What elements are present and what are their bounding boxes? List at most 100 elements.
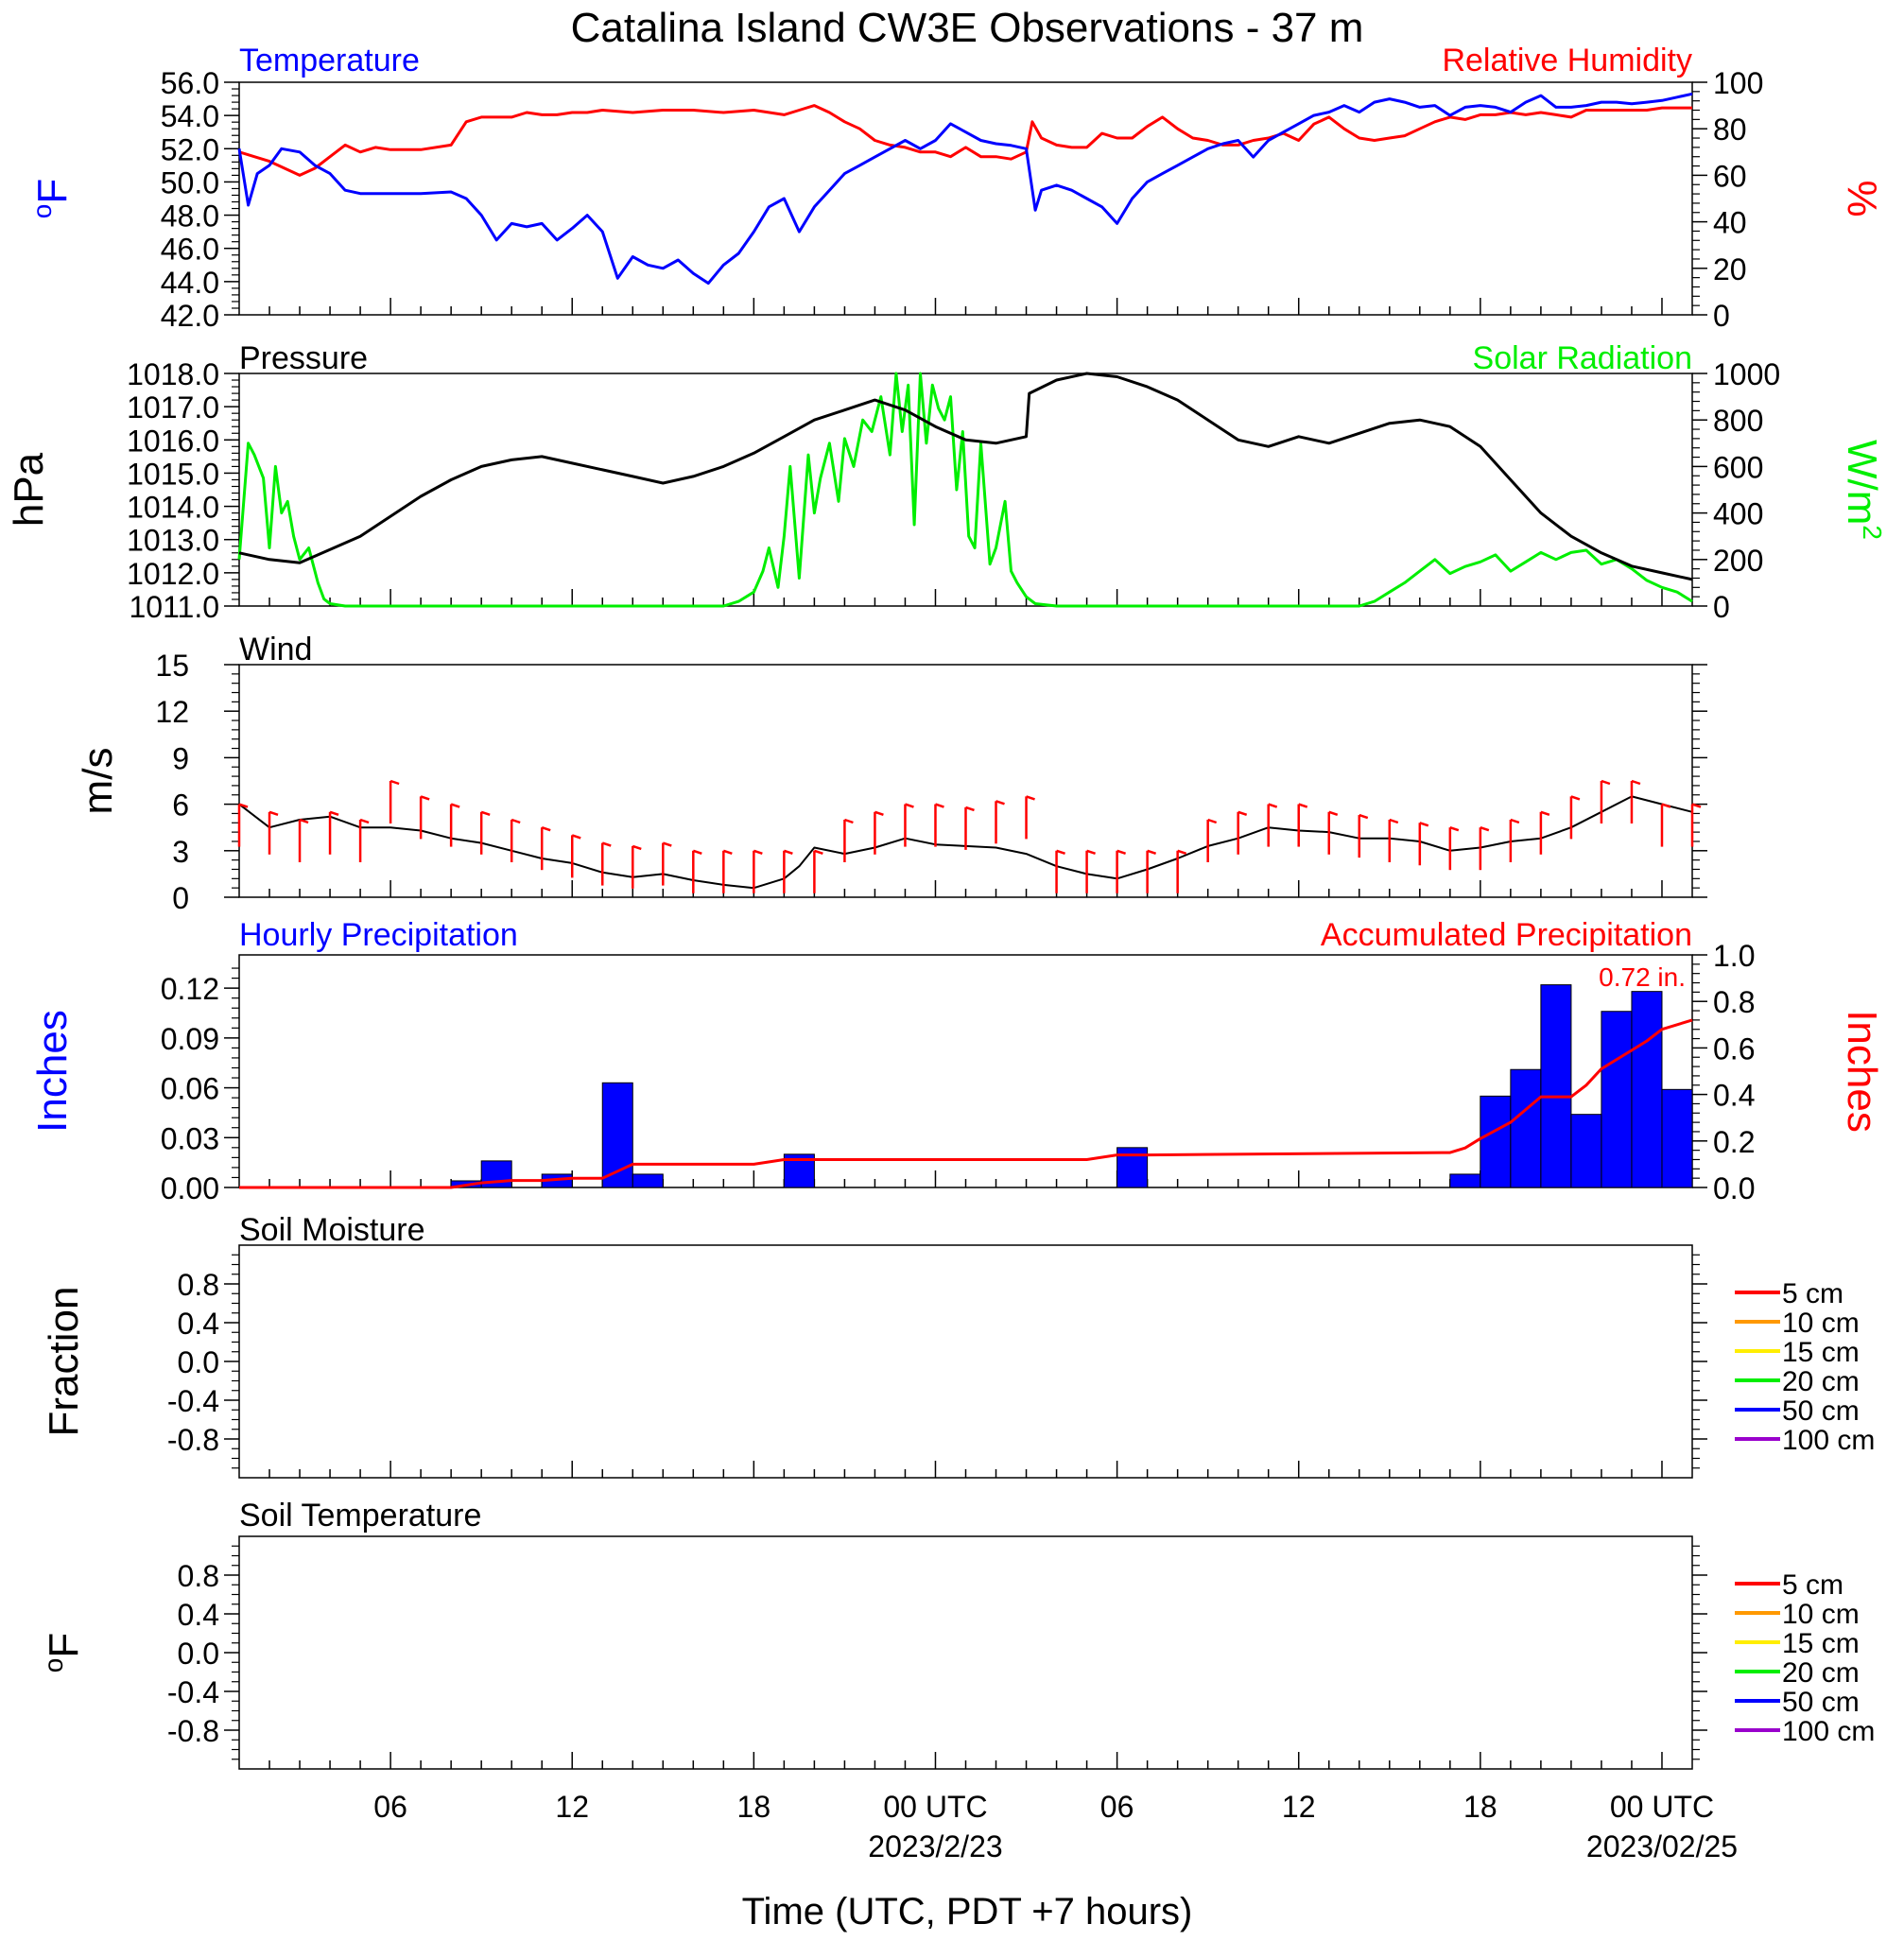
- tick-label: 1000: [1713, 357, 1780, 391]
- legend-label: 10 cm: [1782, 1308, 1860, 1339]
- precip-bar: [632, 1173, 664, 1188]
- wind-barb-flag: [935, 803, 944, 808]
- x-tick-label: 18: [737, 1790, 771, 1824]
- tick-label: 44.0: [161, 266, 219, 300]
- wind-barb-flag: [722, 849, 733, 855]
- panel-title-left: Pressure: [239, 340, 368, 376]
- wind-barb-flag: [1177, 849, 1187, 855]
- y-axis-unit-left: oF: [39, 1633, 87, 1672]
- tick-label: 800: [1713, 404, 1763, 438]
- y-axis-unit-left: Fraction: [41, 1287, 87, 1437]
- y-axis-unit-right-text: Inches: [1839, 1010, 1885, 1133]
- legend-label: 5 cm: [1782, 1569, 1843, 1601]
- wind-barb-flag: [753, 849, 763, 855]
- wind-barb-flag: [601, 841, 612, 847]
- tick-label: 12: [155, 695, 189, 729]
- tick-label: 0.2: [1713, 1125, 1755, 1159]
- wind-barb-flag: [1540, 810, 1550, 816]
- tick-label: 0.12: [161, 972, 219, 1006]
- wind-barb-flag: [420, 795, 430, 801]
- wind-barb-flag: [299, 818, 309, 824]
- x-date-label: 2023/2/23: [868, 1829, 1002, 1863]
- time-axis: 06 12 18 00 UTC 06 12 18 00 UTC 2023/2/23 2023/02…: [373, 1790, 1738, 1863]
- tick-label: 400: [1713, 497, 1763, 531]
- tick-label: 56.0: [161, 66, 219, 100]
- wind-barb-flag: [783, 849, 793, 855]
- wind-barb-flag: [662, 841, 672, 847]
- tick-label: 0: [1713, 299, 1730, 333]
- wind-barb-flag: [995, 800, 1005, 806]
- wind-barb-flag: [571, 834, 581, 840]
- precip-bar: [1570, 1114, 1602, 1188]
- legend-label: 15 cm: [1782, 1628, 1860, 1659]
- x-tick-label: 18: [1463, 1790, 1497, 1824]
- tick-label: -0.8: [167, 1714, 219, 1748]
- wind-barb-flag: [692, 849, 702, 855]
- y-axis-unit-right: W/m2: [1839, 440, 1887, 540]
- panel-frame: [238, 954, 1693, 1188]
- wind-speed-line: [238, 795, 1693, 890]
- tick-label: 0.6: [1713, 1031, 1755, 1066]
- panel-soil-moisture: 0.8 0.4 0.0 -0.4 -0.8 Soil Moisture Fraction 5 …: [41, 1212, 1875, 1479]
- legend-label: 100 cm: [1782, 1425, 1875, 1456]
- tick-label: 1015.0: [127, 457, 219, 491]
- tick-label: 60: [1713, 159, 1747, 193]
- tick-label: 0.4: [178, 1598, 219, 1632]
- tick-label: 80: [1713, 113, 1747, 147]
- tick-label: 0.03: [161, 1121, 219, 1155]
- panel-temperature: 56.054.052.050.048.046.044.042.0 100 80 60 4…: [27, 43, 1885, 333]
- tick-label: 50.0: [161, 165, 219, 199]
- y-axis-unit-left: hPa: [6, 452, 52, 527]
- precip-bar: [1661, 1088, 1693, 1188]
- tick-label: 0.8: [178, 1268, 219, 1302]
- wind-barb-flag: [1056, 849, 1065, 855]
- legend-label: 5 cm: [1782, 1278, 1843, 1309]
- precip-bar: [1510, 1068, 1542, 1188]
- wind-barb-flag: [1328, 810, 1339, 816]
- tick-label: 0.8: [1713, 985, 1755, 1019]
- panel-title-left: Hourly Precipitation: [239, 917, 518, 953]
- precip-bar: [1601, 1011, 1633, 1188]
- wind-barb-flag: [814, 849, 823, 855]
- y-axis-unit-left: oF: [27, 179, 76, 218]
- wind-barb-flag: [480, 810, 491, 816]
- wind-barb-flag: [1147, 849, 1157, 855]
- tick-label: -0.8: [167, 1423, 219, 1457]
- panel-frame: [238, 664, 1693, 898]
- legend-label: 50 cm: [1782, 1395, 1860, 1427]
- legend-label: 20 cm: [1782, 1657, 1860, 1689]
- panel-title-right: Relative Humidity: [1442, 43, 1692, 78]
- wind-barb-flag: [541, 826, 551, 832]
- panel-title-left: Soil Moisture: [239, 1212, 425, 1248]
- wind-barb-flag: [1086, 849, 1096, 855]
- tick-label: -0.4: [167, 1384, 219, 1418]
- tick-label: 54.0: [161, 99, 219, 133]
- wind-barb-flag: [1359, 813, 1369, 820]
- y-axis-unit-left-text: m/s: [75, 748, 121, 815]
- x-tick-label: 00 UTC: [883, 1790, 987, 1824]
- tick-label: 1.0: [1713, 939, 1755, 973]
- tick-label: 1014.0: [127, 491, 219, 525]
- wind-barb-flag: [1601, 779, 1611, 786]
- panel-frame: [238, 1535, 1693, 1770]
- tick-label: 20: [1713, 252, 1747, 286]
- wind-barb-flag: [1298, 803, 1308, 808]
- y-axis-unit-left-text: oF: [39, 1633, 87, 1672]
- y-axis-unit-left-text: Inches: [29, 1010, 76, 1133]
- x-tick-label: 06: [1100, 1790, 1134, 1824]
- precip-bar: [1449, 1173, 1481, 1188]
- solar-radiation-line: [237, 372, 1693, 608]
- y-axis-unit-left: m/s: [75, 748, 121, 815]
- wind-barb-flag: [965, 806, 975, 812]
- wind-barb-flag: [1207, 818, 1218, 824]
- tick-label: 1012.0: [127, 557, 219, 591]
- y-axis-unit-left-text: oF: [27, 179, 76, 218]
- tick-label: 0.06: [161, 1072, 219, 1106]
- wind-barb-flag: [874, 810, 884, 816]
- legend-label: 20 cm: [1782, 1366, 1860, 1397]
- wind-barb-flag: [1691, 803, 1702, 808]
- tick-label: 1013.0: [127, 524, 219, 558]
